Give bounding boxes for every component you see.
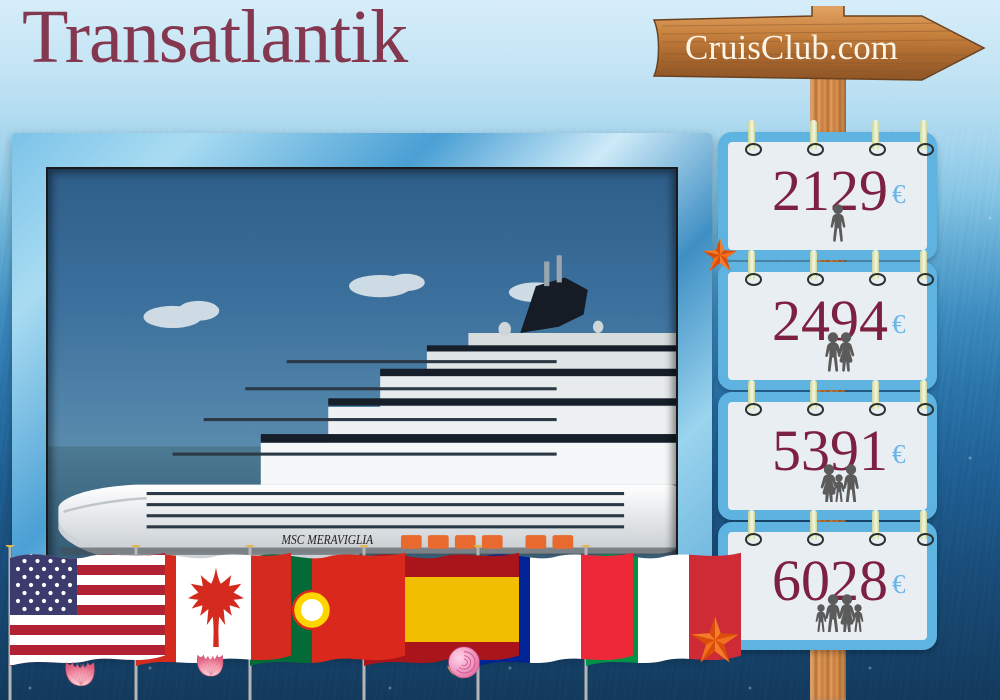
svg-text:CruisClub.com: CruisClub.com [685,28,898,67]
